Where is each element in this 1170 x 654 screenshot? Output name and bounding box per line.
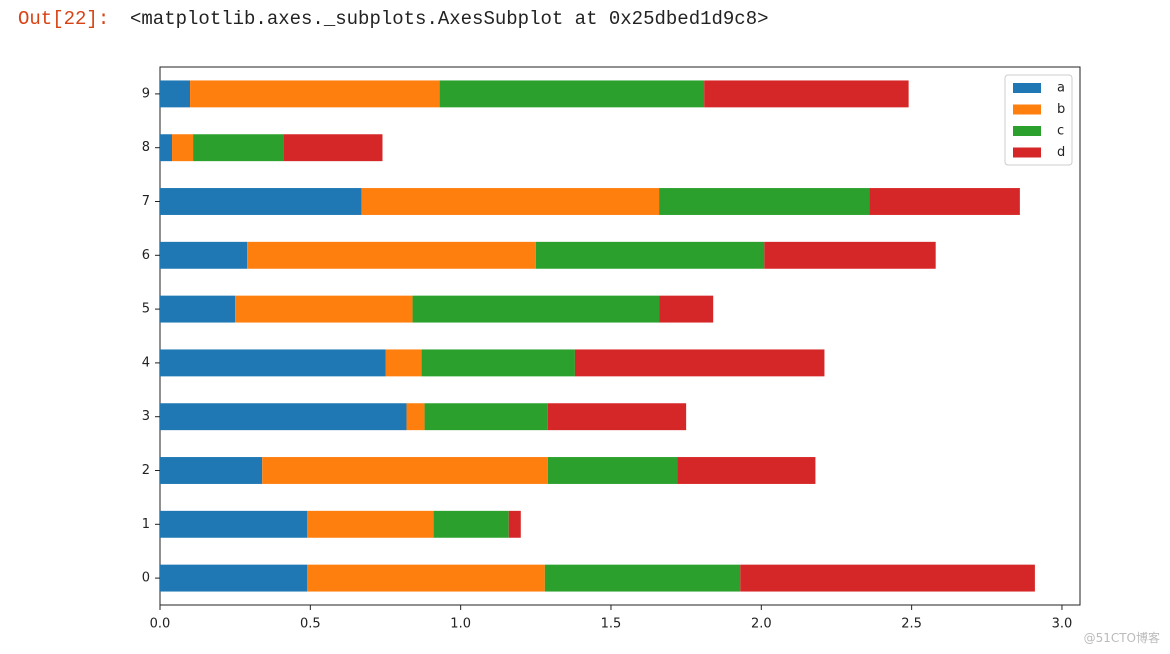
bar-segment <box>190 80 440 108</box>
bar-segment <box>160 241 248 269</box>
bar-segment <box>421 349 575 377</box>
x-tick-label: 0.0 <box>150 617 171 632</box>
y-tick-label: 3 <box>142 409 150 424</box>
bar-segment <box>764 241 936 269</box>
bar-segment <box>262 457 548 484</box>
legend-label: c <box>1057 124 1064 139</box>
bar-segment <box>307 510 434 538</box>
bar-segment <box>424 403 548 431</box>
legend-label: a <box>1057 81 1065 96</box>
x-tick-label: 2.5 <box>901 617 922 632</box>
y-tick-label: 4 <box>142 355 150 370</box>
y-tick-label: 7 <box>142 194 150 209</box>
bar-segment <box>160 457 263 484</box>
x-tick-label: 0.5 <box>300 617 321 632</box>
bar-segment <box>439 80 705 108</box>
legend-swatch <box>1013 83 1041 93</box>
bar-segment <box>547 403 687 431</box>
x-tick-label: 1.5 <box>601 617 622 632</box>
bar-segment <box>361 188 660 215</box>
bar-segment <box>247 241 536 269</box>
bar-segment <box>160 349 386 377</box>
y-tick-label: 1 <box>142 517 150 532</box>
legend-swatch <box>1013 104 1041 115</box>
bar-segment <box>160 188 362 215</box>
output-repr: <matplotlib.axes._subplots.AxesSubplot a… <box>130 8 769 30</box>
out-prompt: Out[22]: <box>18 8 110 30</box>
bar-segment <box>160 134 173 162</box>
legend-swatch <box>1013 126 1041 136</box>
bar-segment <box>544 564 741 592</box>
y-tick-label: 0 <box>142 571 150 586</box>
x-tick-label: 2.0 <box>751 617 772 632</box>
bar-segment <box>160 80 191 108</box>
x-tick-label: 1.0 <box>450 617 471 632</box>
y-tick-label: 2 <box>142 463 150 478</box>
bar-segment <box>740 564 1035 592</box>
bar-segment <box>406 403 425 431</box>
legend-box <box>1004 74 1073 166</box>
bar-segment <box>307 564 545 592</box>
bar-segment <box>385 349 422 377</box>
legend-swatch <box>1013 147 1041 158</box>
bar-segment <box>160 564 308 592</box>
bar-segment <box>508 510 521 538</box>
y-tick-label: 6 <box>142 248 150 263</box>
legend-label: b <box>1057 102 1065 117</box>
bar-segment <box>659 295 714 323</box>
bar-segment <box>547 457 678 484</box>
bar-segment <box>535 241 765 269</box>
legend-label: d <box>1057 145 1065 160</box>
y-tick-label: 9 <box>142 86 150 101</box>
y-tick-label: 5 <box>142 302 150 317</box>
bar-segment <box>160 295 236 323</box>
bar-segment <box>704 80 909 108</box>
bar-segment <box>235 295 413 323</box>
bar-segment <box>160 510 308 538</box>
x-tick-label: 3.0 <box>1052 617 1073 632</box>
bar-segment <box>677 457 816 484</box>
bar-segment <box>412 295 660 323</box>
y-tick-label: 8 <box>142 140 150 155</box>
bar-segment <box>283 134 383 162</box>
bar-segment <box>193 134 284 162</box>
bar-segment <box>659 188 870 215</box>
watermark: @51CTO博客 <box>1083 631 1160 645</box>
bar-segment <box>574 349 825 377</box>
bar-segment <box>160 403 407 431</box>
bar-segment <box>172 134 194 162</box>
bar-segment <box>869 188 1020 215</box>
plot-area <box>159 66 1081 606</box>
bar-segment <box>433 510 509 538</box>
